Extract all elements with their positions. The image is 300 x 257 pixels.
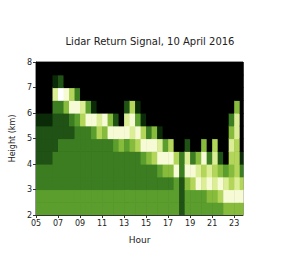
svg-text:21: 21 (207, 219, 217, 228)
svg-text:5: 5 (27, 134, 32, 143)
svg-text:8: 8 (27, 58, 32, 67)
svg-text:Height (km): Height (km) (8, 115, 17, 163)
svg-text:13: 13 (119, 219, 129, 228)
svg-text:2: 2 (26, 210, 32, 220)
svg-text:6: 6 (27, 109, 32, 118)
svg-text:09: 09 (75, 219, 85, 228)
svg-text:17: 17 (163, 219, 173, 228)
svg-text:7: 7 (27, 83, 32, 92)
svg-text:11: 11 (97, 219, 107, 228)
svg-text:19: 19 (185, 219, 195, 228)
svg-text:05: 05 (31, 219, 41, 228)
svg-text:3: 3 (27, 185, 32, 194)
svg-text:15: 15 (141, 219, 151, 228)
svg-text:Lidar Return Signal, 10 April: Lidar Return Signal, 10 April 2016 (66, 36, 235, 47)
svg-text:Hour: Hour (129, 235, 151, 245)
svg-text:4: 4 (27, 160, 32, 169)
svg-text:23: 23 (229, 219, 239, 228)
svg-text:07: 07 (53, 219, 63, 228)
